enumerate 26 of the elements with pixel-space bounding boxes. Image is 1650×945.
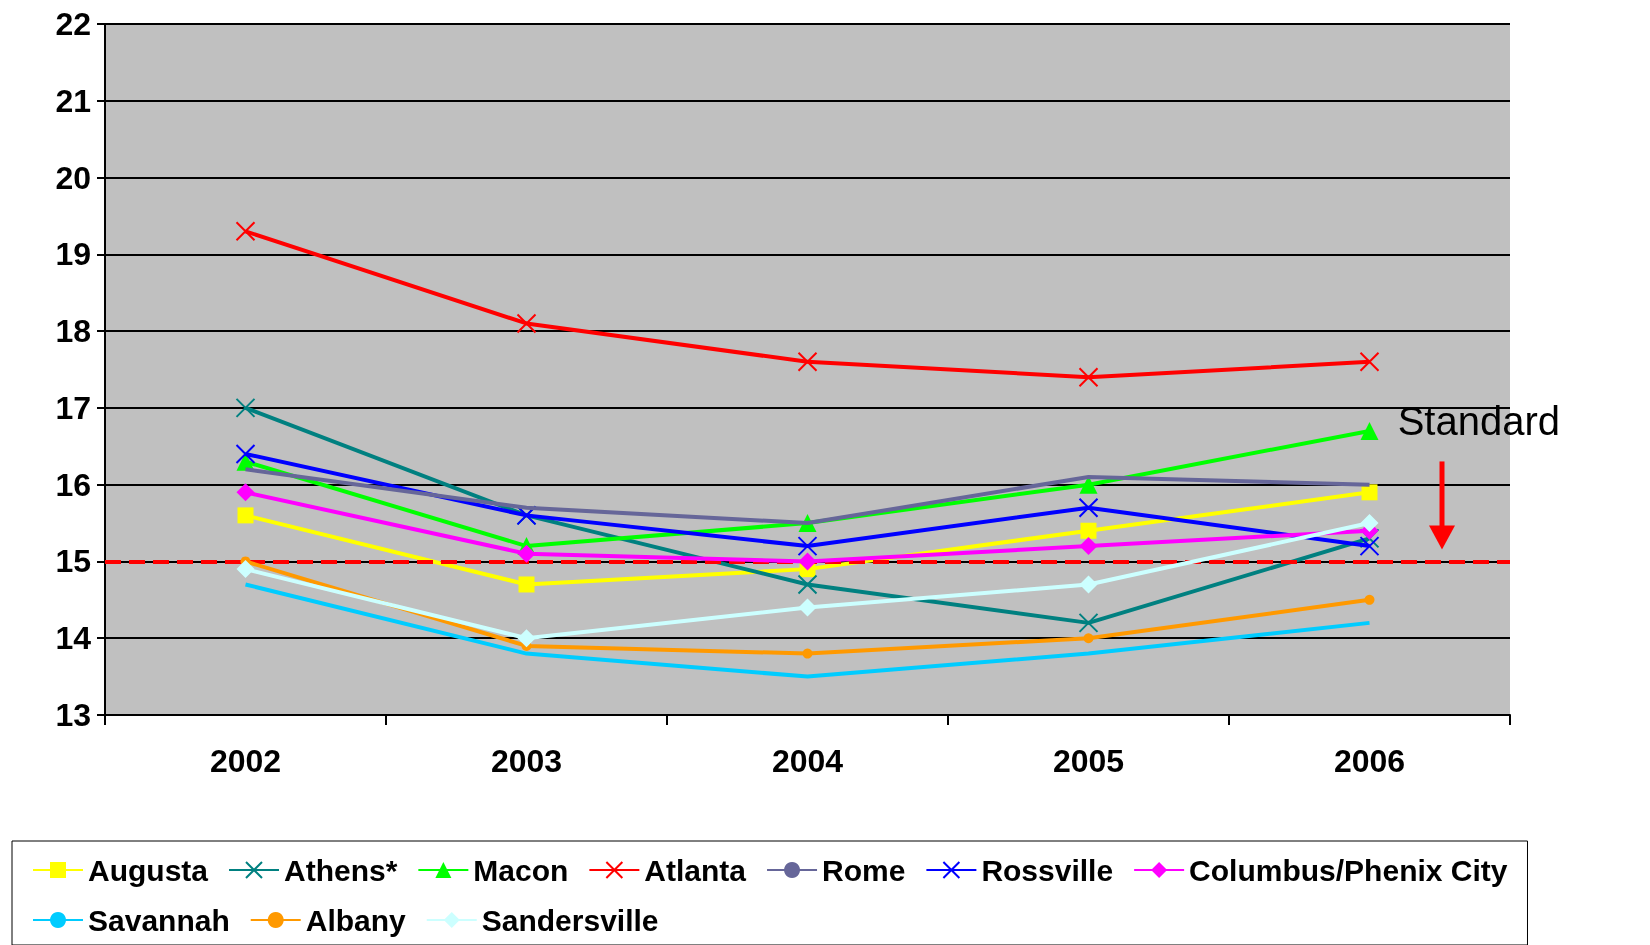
y-tick-label: 21: [55, 82, 91, 119]
ref-line-label: Standard: [1397, 399, 1560, 444]
y-tick-label: 18: [55, 313, 91, 350]
y-tick-label: 13: [55, 697, 91, 733]
x-tick-label: 2002: [209, 743, 282, 779]
legend-label: Sandersville: [481, 903, 659, 937]
legend-label: Macon: [473, 853, 569, 887]
legend-label: Atlanta: [644, 853, 747, 887]
y-tick-label: 14: [55, 620, 92, 657]
y-tick-label: 20: [55, 159, 91, 196]
legend-label: Savannah: [88, 903, 230, 937]
legend-label: Rome: [822, 853, 906, 887]
y-tick-label: 16: [55, 466, 91, 503]
legend-label: Albany: [305, 903, 407, 937]
legend-label: Rossville: [981, 853, 1114, 887]
x-tick-label: 2004: [771, 743, 844, 779]
y-tick-label: 15: [55, 543, 91, 580]
x-tick-label: 2003: [490, 743, 563, 779]
legend-label: Augusta: [88, 853, 209, 887]
legend-label: Athens*: [284, 853, 398, 887]
y-tick-label: 19: [55, 236, 91, 273]
y-tick-label: 22: [55, 6, 91, 42]
y-tick-label: 17: [55, 389, 91, 426]
legend-label: Columbus/Phenix City: [1189, 853, 1508, 887]
x-tick-label: 2005: [1052, 743, 1125, 779]
x-tick-label: 2006: [1333, 743, 1406, 779]
